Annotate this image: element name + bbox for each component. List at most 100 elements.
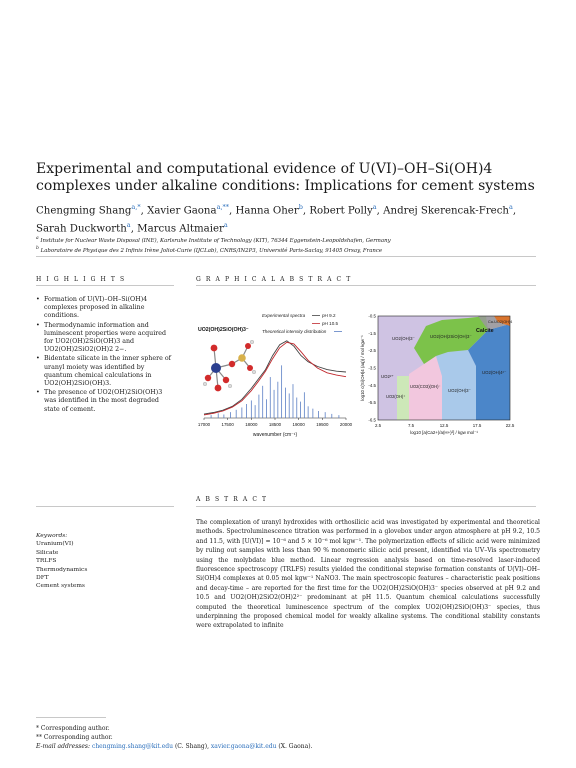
- y-tick-label: -0.5: [368, 314, 376, 319]
- keyword-item: Silicate: [36, 549, 59, 556]
- footnote-rule: [36, 717, 106, 718]
- x-tick-label: 18500: [269, 422, 282, 427]
- footnotes: * Corresponding author. ** Corresponding…: [36, 724, 536, 751]
- graphical-abstract-heading: G R A P H I C A L A B S T R A C T: [196, 276, 352, 283]
- x-tick-labels: 17000 17500 18000 18500 19000 19500 20000: [198, 418, 353, 427]
- y-tick-label: -3.5: [368, 366, 376, 371]
- region-label: UO2²⁺: [381, 374, 394, 379]
- oxygen-atom: [245, 343, 251, 349]
- author-affiliation-marker[interactable]: a,**: [216, 203, 230, 211]
- author-affiliation-marker[interactable]: a: [508, 203, 513, 211]
- author-affiliation-marker[interactable]: a: [372, 203, 377, 211]
- region-ca-uranate: [494, 316, 510, 326]
- x-tick-label: 22.5: [506, 423, 515, 428]
- author-name: Andrej Skerencak-Frech: [383, 205, 509, 217]
- x-tick-label: 17500: [222, 422, 235, 427]
- region-label: Calcite: [476, 328, 494, 334]
- highlights-heading: H I G H L I G H T S: [36, 276, 126, 283]
- keyword-item: Uranium(VI): [36, 541, 74, 548]
- author-affiliation-marker[interactable]: a,*: [131, 203, 141, 211]
- keyword-item: TRLFS: [36, 558, 57, 565]
- highlights-list: Formation of U(VI)–OH–Si(OH)4 complexes …: [36, 296, 174, 415]
- corresponding-author-1: * Corresponding author.: [36, 725, 110, 732]
- x-tick-labels: 2.5 7.5 12.5 17.5 22.5: [375, 423, 515, 428]
- oxygen-atom: [214, 384, 222, 392]
- x-axis-label: wavenumber (cm⁻¹): [253, 432, 298, 438]
- region-label: UO2(OH)4²⁻: [482, 370, 506, 375]
- y-tick-label: -1.5: [368, 331, 376, 336]
- highlight-item: Thermodynamic information and luminescen…: [36, 322, 174, 355]
- author-affiliation-marker[interactable]: a: [126, 221, 131, 230]
- abstract-heading: A B S T R A C T: [196, 496, 268, 503]
- email-link-gaona[interactable]: xavier.gaona@kit.edu: [210, 743, 277, 750]
- molecule-label: UO2(OH)2SiO(OH)3⁻: [198, 327, 249, 333]
- region-label: UO2(CO3)(OH)⁻: [410, 384, 441, 389]
- x-tick-label: 12.5: [440, 423, 449, 428]
- y-axis-label: log10 c(Si(OH)4 (aq)) / mol kgw⁻¹: [360, 335, 365, 401]
- email-owner: (C. Shang),: [174, 743, 209, 750]
- spectrum-figure: UO2(OH)2SiO(OH)3⁻ Experimental spectra p…: [196, 304, 356, 446]
- keywords-block: Keywords: Uranium(VI) Silicate TRLFS The…: [36, 532, 166, 591]
- author-name: Chengming Shang: [36, 205, 132, 217]
- divider: [196, 285, 536, 286]
- abstract-text: The complexation of uranyl hydroxides wi…: [196, 519, 540, 630]
- oxygen-atom: [228, 360, 236, 368]
- plot-frame: [377, 315, 511, 421]
- corresponding-author-2: ** Corresponding author.: [36, 734, 113, 741]
- series-line-ph92: [203, 340, 347, 415]
- highlight-item: The presence of UO2(OH)2SiO(OH)3 was ide…: [36, 389, 174, 414]
- author-list: Chengming Shanga,*, Xavier Gaonaa,**, Ha…: [36, 203, 517, 235]
- region-uo2-2plus: [378, 364, 397, 420]
- affiliations: a Institute for Nuclear Waste Disposal (…: [36, 235, 536, 255]
- oxygen-atom: [247, 365, 253, 371]
- keywords-label: Keywords:: [36, 533, 68, 539]
- region-label: UO2(OH)⁺: [386, 394, 405, 399]
- y-tick-label: -5.5: [368, 400, 376, 405]
- email-label: E-mail addresses:: [36, 743, 91, 750]
- silicon-atom: [238, 354, 246, 362]
- uranium-atom: [211, 363, 221, 373]
- hydrogen-atom: [228, 383, 233, 388]
- figure-background: [196, 304, 356, 446]
- email-link-shang[interactable]: chengming.shang@kit.edu: [91, 743, 174, 750]
- legend-ph105: pH 10.5: [322, 321, 339, 326]
- x-tick-label: 19500: [316, 422, 329, 427]
- region-silicate-complex: [414, 316, 488, 364]
- predominance-diagram: UO2(OH)3⁻ UO2(OH)2SiO(OH)3⁻ Calcite Ca-U…: [360, 314, 515, 436]
- legend-theoretical: Theoretical intensity distribution: [262, 329, 327, 334]
- divider: [36, 285, 174, 286]
- author-affiliation-marker[interactable]: a: [223, 221, 228, 230]
- region-uo2oh-plus: [397, 376, 409, 420]
- divider: [36, 506, 174, 507]
- y-tick-label: -4.5: [368, 383, 376, 388]
- author-name: Robert Polly: [309, 205, 373, 217]
- affiliation-b: b Laboratoire de Physique des 2 Infinis …: [36, 245, 383, 254]
- y-tick-label: -6.5: [368, 418, 376, 423]
- highlight-item: Bidentate silicate in the inner sphere o…: [36, 355, 174, 388]
- divider: [196, 506, 536, 507]
- divider: [36, 256, 536, 257]
- author-name: Marcus Altmaier: [137, 223, 224, 235]
- author-name: Sarah Duckworth: [36, 223, 127, 235]
- x-tick-label: 2.5: [375, 423, 382, 428]
- x-tick-label: 18000: [245, 422, 258, 427]
- region-label: UO2(OH)3⁻: [448, 388, 471, 393]
- oxygen-atom: [204, 374, 212, 382]
- highlight-item: Formation of U(VI)–OH–Si(OH)4 complexes …: [36, 296, 174, 321]
- hydrogen-atom: [250, 340, 255, 345]
- theoretical-sticks: [210, 365, 340, 418]
- legend-ph92: pH 9.2: [322, 313, 336, 318]
- region-label: UO2(OH)3⁻: [392, 336, 415, 341]
- y-tick-labels: -0.5 -1.5 -2.5 -3.5 -4.5 -5.5 -6.5: [368, 314, 376, 423]
- x-tick-label: 7.5: [408, 423, 415, 428]
- email-owner: (X. Gaona).: [278, 743, 313, 750]
- region-label: Ca-UO2(OH)4: [488, 320, 512, 324]
- oxygen-atom: [210, 344, 218, 352]
- article-title: Experimental and computational evidence …: [36, 161, 535, 194]
- oxygen-atom: [222, 376, 230, 384]
- author-affiliation-marker[interactable]: b: [298, 203, 303, 211]
- region-uo2oh4: [468, 324, 510, 420]
- x-tick-label: 19000: [293, 422, 306, 427]
- region-label: UO2(OH)2SiO(OH)3⁻: [430, 334, 472, 339]
- author-name: Hanna Oher: [235, 205, 299, 217]
